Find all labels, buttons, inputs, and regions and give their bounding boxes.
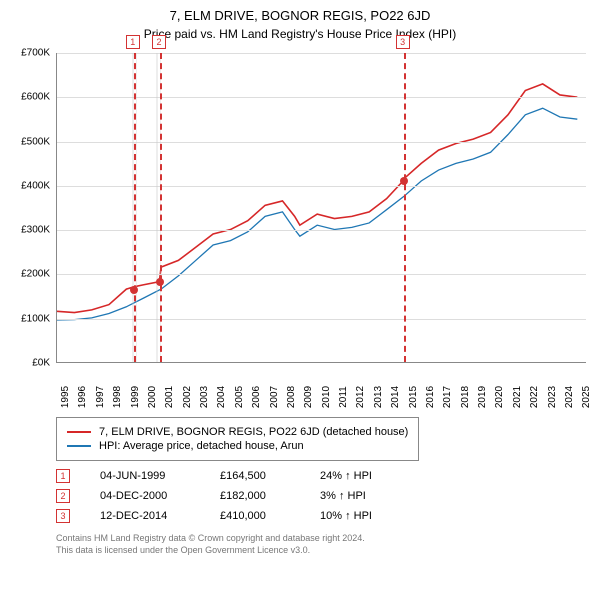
x-axis-label: 2015 [408, 386, 420, 408]
x-axis-label: 2023 [547, 386, 559, 408]
y-axis-label: £600K [21, 92, 50, 103]
sale-dot [130, 286, 138, 294]
legend-label-hpi: HPI: Average price, detached house, Arun [99, 440, 304, 452]
x-axis-label: 1998 [112, 386, 124, 408]
x-axis-label: 2010 [321, 386, 333, 408]
sale-marker-box: 1 [126, 35, 140, 49]
x-axis-label: 1999 [130, 386, 142, 408]
x-axis-label: 2018 [460, 386, 472, 408]
page-subtitle: Price paid vs. HM Land Registry's House … [10, 27, 590, 41]
legend-swatch-hpi [67, 445, 91, 447]
footer-line1: Contains HM Land Registry data © Crown c… [56, 533, 590, 545]
x-axis-label: 2017 [442, 386, 454, 408]
plot-region [56, 53, 586, 363]
x-axis-label: 2013 [373, 386, 385, 408]
sale-dot [400, 177, 408, 185]
x-axis-label: 2025 [581, 386, 593, 408]
sale-marker-box: 2 [152, 35, 166, 49]
x-axis-label: 2008 [286, 386, 298, 408]
x-axis-label: 2002 [182, 386, 194, 408]
x-axis-label: 2005 [234, 386, 246, 408]
x-axis-label: 2021 [512, 386, 524, 408]
sale-row-marker: 1 [56, 469, 70, 483]
x-axis-label: 2009 [303, 386, 315, 408]
sale-vline [134, 53, 136, 362]
sale-price: £164,500 [220, 470, 290, 482]
sale-pct: 3% ↑ HPI [320, 490, 410, 502]
legend-box: 7, ELM DRIVE, BOGNOR REGIS, PO22 6JD (de… [56, 417, 419, 461]
sale-price: £182,000 [220, 490, 290, 502]
footer-line2: This data is licensed under the Open Gov… [56, 545, 590, 557]
legend-swatch-property [67, 431, 91, 433]
x-axis-label: 2003 [199, 386, 211, 408]
x-axis-label: 2012 [355, 386, 367, 408]
y-axis-label: £300K [21, 225, 50, 236]
x-axis-label: 2004 [216, 386, 228, 408]
x-axis-label: 2022 [529, 386, 541, 408]
chart-area: £0K £100K £200K £300K £400K £500K £600K £700K 19… [10, 49, 590, 409]
footer-attribution: Contains HM Land Registry data © Crown c… [56, 533, 590, 556]
sale-row-marker: 3 [56, 509, 70, 523]
y-axis-label: £100K [21, 313, 50, 324]
x-axis-label: 2006 [251, 386, 263, 408]
x-axis-label: 2000 [147, 386, 159, 408]
y-axis-label: £0K [32, 358, 50, 369]
x-axis-label: 2019 [477, 386, 489, 408]
x-axis-label: 2001 [164, 386, 176, 408]
sale-dot [156, 278, 164, 286]
sale-price: £410,000 [220, 510, 290, 522]
legend-item-hpi: HPI: Average price, detached house, Arun [67, 440, 408, 452]
page-title: 7, ELM DRIVE, BOGNOR REGIS, PO22 6JD [10, 8, 590, 23]
sale-date: 04-JUN-1999 [100, 470, 190, 482]
sale-row: 3 12-DEC-2014 £410,000 10% ↑ HPI [56, 509, 590, 523]
sale-row: 1 04-JUN-1999 £164,500 24% ↑ HPI [56, 469, 590, 483]
sale-pct: 24% ↑ HPI [320, 470, 410, 482]
y-axis-label: £200K [21, 269, 50, 280]
x-axis-label: 2020 [494, 386, 506, 408]
x-axis-label: 2016 [425, 386, 437, 408]
sale-row: 2 04-DEC-2000 £182,000 3% ↑ HPI [56, 489, 590, 503]
sales-table: 1 04-JUN-1999 £164,500 24% ↑ HPI 2 04-DEC-200… [56, 469, 590, 523]
y-axis-label: £700K [21, 48, 50, 59]
x-axis-label: 1996 [77, 386, 89, 408]
sale-vline [404, 53, 406, 362]
sale-row-marker: 2 [56, 489, 70, 503]
legend-label-property: 7, ELM DRIVE, BOGNOR REGIS, PO22 6JD (de… [99, 426, 408, 438]
sale-vline [160, 53, 162, 362]
sale-date: 04-DEC-2000 [100, 490, 190, 502]
y-axis-label: £400K [21, 180, 50, 191]
x-axis-label: 1997 [95, 386, 107, 408]
sale-pct: 10% ↑ HPI [320, 510, 410, 522]
x-axis-label: 2024 [564, 386, 576, 408]
x-axis-label: 2014 [390, 386, 402, 408]
sale-marker-box: 3 [396, 35, 410, 49]
x-axis-label: 1995 [60, 386, 72, 408]
sale-date: 12-DEC-2014 [100, 510, 190, 522]
x-axis-label: 2007 [269, 386, 281, 408]
legend-item-property: 7, ELM DRIVE, BOGNOR REGIS, PO22 6JD (de… [67, 426, 408, 438]
x-axis-label: 2011 [338, 386, 350, 408]
y-axis-label: £500K [21, 136, 50, 147]
